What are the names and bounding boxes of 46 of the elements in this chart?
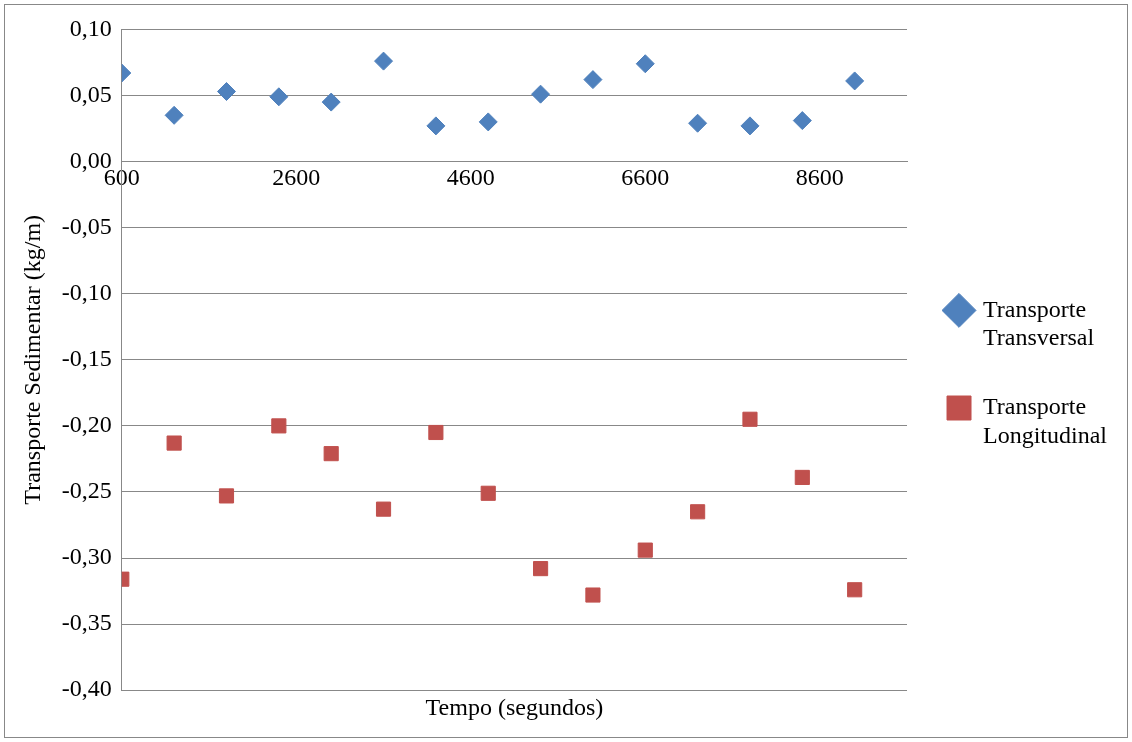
point [271,418,287,434]
y-tick-label: -0,35 [61,609,112,636]
point [635,54,655,74]
y-axis-title: Transporte Sedimentar (kg/m) [18,214,45,505]
point [533,561,549,577]
y-tick-label: -0,05 [61,212,112,239]
point [216,82,236,102]
point [847,582,863,598]
x-tick-label: 8600 [795,164,844,191]
point [585,587,601,603]
point [374,51,394,71]
y-tick-label: -0,20 [61,411,112,438]
point [375,501,392,517]
y-tick-label: -0,40 [61,675,112,702]
point [321,92,341,112]
point [742,411,758,427]
point [323,446,339,462]
point [428,424,444,441]
point [637,542,653,558]
point [426,116,446,136]
x-tick-label: 6600 [621,164,670,191]
point [218,488,235,504]
legend-label: Transporte Transversal [983,295,1095,351]
y-tick-label: -0,30 [61,543,112,570]
point [688,113,708,133]
point [478,112,498,132]
point [740,116,760,136]
point [166,435,182,451]
point [164,105,184,125]
y-tick-label: 0,10 [69,14,112,41]
point [480,485,496,501]
y-tick-label: -0,25 [61,477,112,504]
point [794,469,810,485]
y-tick-label: -0,10 [61,279,112,306]
point [690,504,706,520]
y-tick-label: 0,05 [69,80,112,107]
point [269,87,289,107]
x-tick-label: 4600 [446,164,495,191]
point [583,70,603,90]
x-tick-label: 2600 [272,164,321,191]
legend-label: Transporte Longitudinal [983,393,1108,449]
y-tick-label: -0,15 [61,345,112,372]
x-axis-title: Tempo (segundos) [425,693,604,720]
point [845,71,865,91]
point [792,111,812,131]
point [531,84,551,104]
